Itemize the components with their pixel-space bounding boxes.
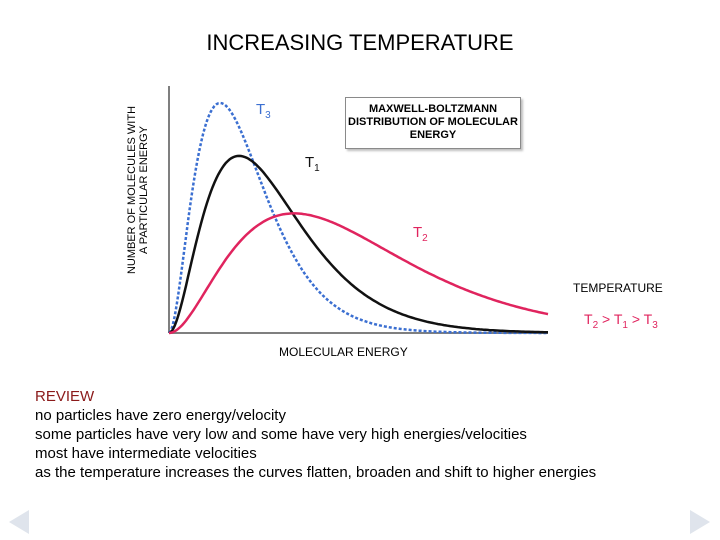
order-t3: T	[643, 311, 653, 327]
order-t2-sub: 2	[592, 319, 599, 331]
curve-t1	[168, 154, 548, 335]
order-t2: T	[584, 311, 593, 327]
mb-distribution-box: MAXWELL-BOLTZMANN DISTRIBUTION OF MOLECU…	[345, 97, 521, 149]
t1-label: T1	[305, 154, 320, 174]
order-gt-2: >	[627, 311, 644, 327]
review-line-3: most have intermediate velocities	[35, 445, 257, 462]
review-section: REVIEW no particles have zero energy/vel…	[35, 387, 596, 482]
t2-label: T2	[413, 224, 428, 244]
t3-label: T3	[256, 101, 271, 121]
review-title: REVIEW	[35, 388, 95, 405]
order-t1: T	[613, 311, 623, 327]
mb-box-text: MAXWELL-BOLTZMANN DISTRIBUTION OF MOLECU…	[348, 103, 518, 141]
x-axis-label: MOLECULAR ENERGY	[279, 345, 408, 359]
t2-label-main: T	[413, 224, 423, 241]
t3-label-sub: 3	[265, 110, 271, 121]
order-t1-sub: 1	[622, 319, 628, 331]
slide-title: INCREASING TEMPERATURE	[206, 30, 514, 55]
review-line-1: no particles have zero energy/velocity	[35, 407, 286, 424]
curve-t2	[168, 212, 549, 335]
t2-label-sub: 2	[422, 233, 428, 244]
t1-label-sub: 1	[314, 163, 320, 174]
t1-label-main: T	[305, 154, 315, 171]
right-arrow-icon[interactable]	[690, 510, 710, 534]
t3-label-main: T	[256, 101, 266, 118]
order-gt-1: >	[598, 311, 614, 327]
left-arrow-icon[interactable]	[9, 510, 29, 534]
curve-t3	[168, 101, 548, 335]
temperature-order: T2 > T1 > T3	[584, 311, 658, 331]
review-line-4: as the temperature increases the curves …	[35, 464, 597, 481]
order-t3-sub: 3	[652, 319, 658, 331]
review-line-2: some particles have very low and some ha…	[35, 426, 527, 443]
temperature-label: TEMPERATURE	[573, 281, 663, 295]
